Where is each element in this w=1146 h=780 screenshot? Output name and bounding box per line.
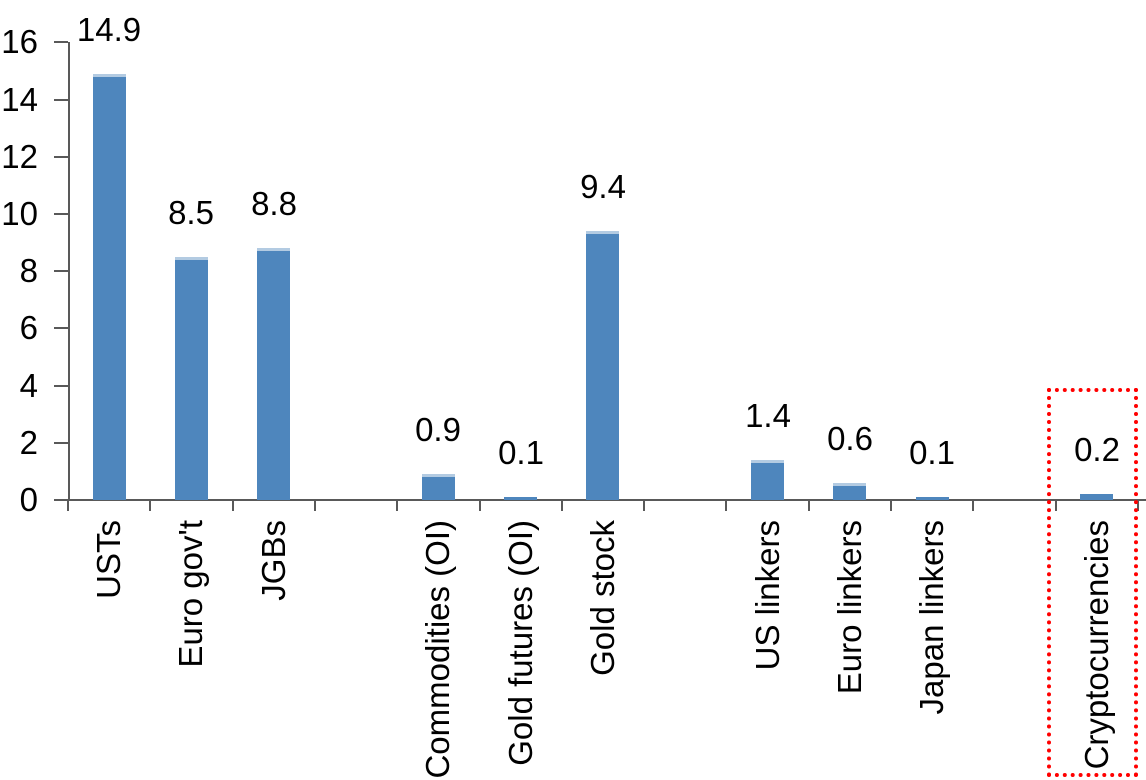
- y-axis-tick: [54, 41, 68, 44]
- bar: [93, 74, 126, 500]
- bar: [175, 257, 208, 500]
- y-tick-label: 14: [1, 80, 38, 118]
- bar-value-label: 8.8: [251, 185, 297, 222]
- bar-value-label: 1.4: [745, 397, 791, 434]
- x-axis-tick: [149, 501, 151, 511]
- x-axis-tick: [232, 501, 234, 511]
- y-axis-tick: [54, 327, 68, 330]
- y-tick-label: 16: [1, 23, 38, 61]
- y-axis-tick: [54, 213, 68, 215]
- category-label: Euro gov't: [172, 520, 209, 668]
- y-tick-label: 12: [1, 137, 38, 175]
- x-axis-line: [68, 499, 1146, 501]
- bar-value-label: 8.5: [168, 194, 214, 231]
- y-tick-label: 6: [19, 309, 38, 347]
- y-tick-label: 10: [1, 195, 38, 232]
- x-axis-tick: [808, 501, 810, 511]
- y-axis-tick: [54, 441, 68, 444]
- y-tick-label: 0: [19, 481, 38, 518]
- bar: [1080, 494, 1113, 500]
- y-axis-line: [68, 42, 70, 500]
- x-axis-tick: [396, 501, 398, 511]
- bar-value-label: 0.6: [827, 420, 873, 457]
- category-label: Gold futures (OI): [502, 520, 539, 766]
- category-label: US linkers: [749, 520, 786, 671]
- bar-value-label: 0.2: [1074, 431, 1120, 468]
- bar: [257, 248, 290, 500]
- category-label: JGBs: [255, 520, 292, 601]
- bar: [916, 497, 949, 500]
- y-axis-tick: [54, 270, 68, 273]
- category-label: Euro linkers: [831, 520, 868, 695]
- y-axis-tick: [54, 98, 68, 101]
- category-label: Gold stock: [584, 520, 621, 676]
- bar: [833, 483, 866, 500]
- x-axis-tick: [890, 501, 892, 511]
- bar: [422, 474, 455, 500]
- x-axis-tick: [725, 501, 727, 511]
- x-axis-tick: [479, 501, 481, 511]
- x-axis-tick: [972, 501, 974, 511]
- y-tick-label: 8: [19, 252, 38, 290]
- bar: [586, 231, 619, 500]
- bar-value-label: 9.4: [580, 168, 626, 205]
- x-axis-tick: [643, 501, 645, 511]
- x-axis-tick: [314, 501, 316, 511]
- x-axis-tick: [67, 501, 69, 511]
- category-label: USTs: [90, 520, 127, 599]
- x-axis-tick: [561, 501, 563, 511]
- bar: [751, 460, 784, 500]
- bar-value-label: 0.1: [909, 434, 955, 471]
- y-axis-tick: [54, 499, 68, 501]
- x-axis-tick: [1137, 501, 1139, 511]
- highlight-box: [1047, 388, 1138, 777]
- x-axis-tick: [1055, 501, 1057, 511]
- bar-value-label: 0.9: [415, 411, 461, 448]
- y-tick-label: 4: [19, 366, 38, 404]
- category-label: Japan linkers: [913, 520, 950, 715]
- y-tick-label: 2: [19, 423, 38, 461]
- category-label: Commodities (OI): [419, 520, 456, 779]
- y-axis-tick: [54, 155, 68, 158]
- bar-value-label: 0.1: [498, 434, 544, 471]
- y-axis-tick: [54, 384, 68, 387]
- bar: [504, 497, 537, 500]
- bar-value-label: 14.9: [76, 11, 142, 48]
